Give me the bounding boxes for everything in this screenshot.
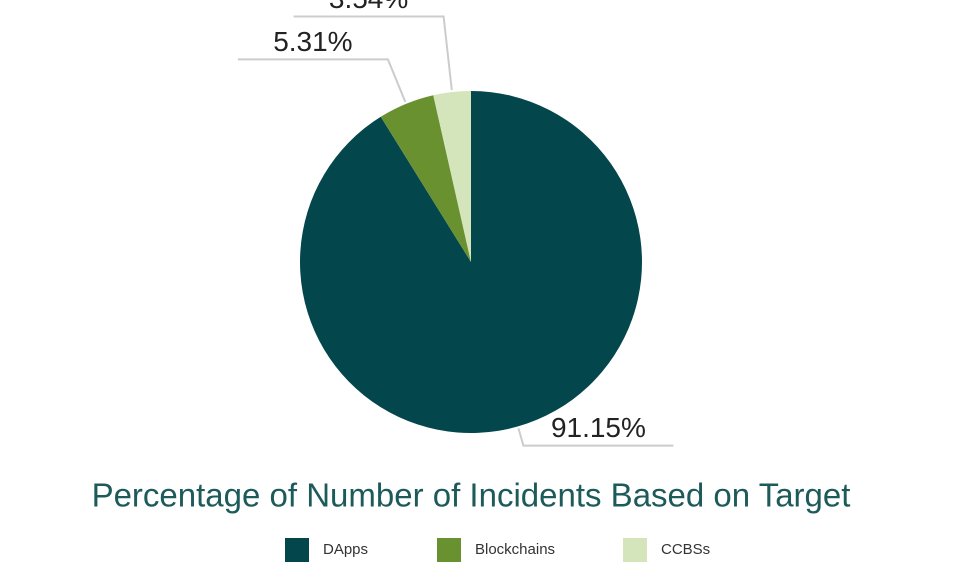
chart-title: Percentage of Number of Incidents Based … <box>92 477 851 514</box>
leader-line <box>237 58 407 103</box>
data-label: 91.15% <box>551 412 646 443</box>
pie-slice <box>380 95 471 262</box>
data-label: 5.31% <box>273 26 352 57</box>
leader-line <box>517 428 674 447</box>
legend-label: CCBSs <box>661 541 710 558</box>
legend-swatch <box>623 538 647 562</box>
legend-swatch <box>437 538 461 562</box>
data-label: 3.54% <box>329 0 408 14</box>
legend-swatch <box>285 538 309 562</box>
pie-slice <box>433 91 471 262</box>
legend-label: Blockchains <box>475 541 555 558</box>
leader-line <box>293 15 453 91</box>
legend-label: DApps <box>323 541 368 558</box>
